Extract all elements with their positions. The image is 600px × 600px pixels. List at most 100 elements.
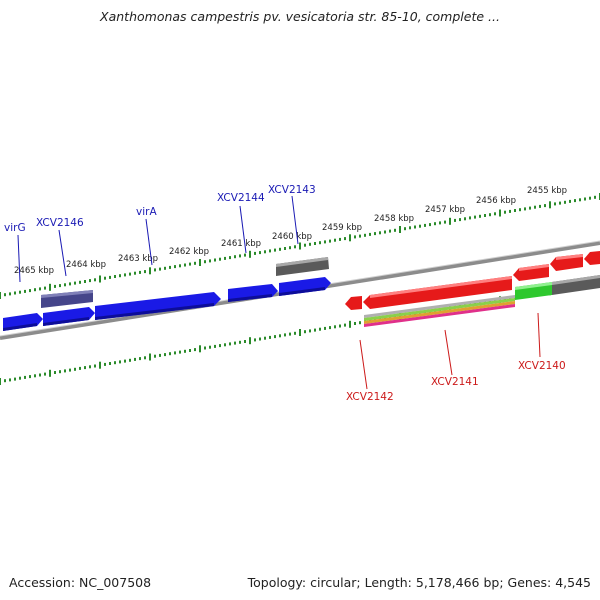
lower-minor-tick <box>144 356 146 360</box>
upper-minor-tick <box>314 242 316 245</box>
gene-label-virA[interactable]: virA <box>136 206 157 218</box>
upper-minor-tick <box>369 232 371 236</box>
upper-minor-tick <box>424 223 426 227</box>
upper-minor-tick <box>29 289 31 293</box>
upper-minor-tick <box>409 226 411 230</box>
upper-minor-tick <box>19 290 21 294</box>
gene-virG-arrow[interactable] <box>3 313 43 331</box>
lower-minor-tick <box>119 360 121 364</box>
gene-label-XCV2143[interactable]: XCV2143 <box>268 184 316 196</box>
lower-minor-tick <box>354 322 356 325</box>
upper-minor-tick <box>264 250 266 254</box>
upper-minor-tick <box>94 278 96 282</box>
tick-label-2464: 2464 kbp <box>66 260 106 270</box>
upper-minor-tick <box>494 212 496 216</box>
gene-XCV2146-arrow[interactable] <box>43 307 95 326</box>
gene-XCV2140-green-arrow[interactable] <box>515 282 552 300</box>
upper-minor-tick <box>84 280 86 283</box>
gene-red-arrow-2[interactable] <box>513 264 549 281</box>
gene-red-arrow-4[interactable] <box>584 251 600 265</box>
lower-minor-tick <box>209 345 211 349</box>
lower-minor-tick <box>59 370 61 374</box>
gene-grey-arrow-right[interactable] <box>552 275 600 295</box>
upper-minor-tick <box>119 274 121 278</box>
upper-minor-tick <box>289 246 291 250</box>
upper-minor-tick <box>594 195 596 199</box>
upper-major-tick <box>399 226 401 233</box>
upper-minor-tick <box>459 218 461 222</box>
gene-small-red-arrow[interactable] <box>345 296 362 310</box>
upper-minor-tick <box>229 256 231 260</box>
upper-minor-tick <box>124 273 126 277</box>
lower-minor-tick <box>74 367 76 371</box>
lower-minor-tick <box>254 338 256 342</box>
reverse-strand-genes <box>345 251 600 327</box>
gene-label-XCV2142[interactable]: XCV2142 <box>346 391 394 403</box>
gene-red-arrow-3[interactable] <box>550 254 583 271</box>
lower-minor-tick <box>289 332 291 336</box>
upper-minor-tick <box>374 232 376 236</box>
gene-label-XCV2141[interactable]: XCV2141 <box>431 376 479 388</box>
tick-label-2456: 2456 kbp <box>476 196 516 206</box>
upper-minor-tick <box>509 209 511 213</box>
gene-XCV2141-bands[interactable] <box>364 295 515 327</box>
lower-minor-tick <box>179 350 181 354</box>
upper-minor-tick <box>344 237 346 241</box>
upper-minor-tick <box>74 281 76 285</box>
upper-minor-tick <box>429 223 431 227</box>
lower-minor-tick <box>29 375 31 379</box>
upper-tick-track <box>0 193 600 299</box>
upper-minor-tick <box>434 222 436 226</box>
lower-minor-tick <box>79 366 81 370</box>
gene-XCV2143-arrow[interactable] <box>279 277 331 296</box>
tick-label-2457: 2457 kbp <box>425 205 465 215</box>
upper-minor-tick <box>254 251 256 255</box>
lower-minor-tick <box>284 333 286 337</box>
gene-purple-arrow[interactable] <box>41 290 93 308</box>
upper-minor-tick <box>164 266 166 270</box>
upper-minor-tick <box>534 205 536 209</box>
lower-minor-tick <box>94 364 96 368</box>
lower-minor-tick <box>54 371 56 374</box>
tick-label-2459: 2459 kbp <box>322 223 362 233</box>
gene-XCV2142-arrow[interactable] <box>363 276 512 309</box>
lower-major-tick <box>99 361 101 369</box>
tick-label-2455: 2455 kbp <box>527 186 567 196</box>
gene-XCV2144-arrow[interactable] <box>228 284 278 302</box>
lower-minor-tick <box>194 348 196 352</box>
tick-label-2462: 2462 kbp <box>169 247 209 257</box>
upper-minor-tick <box>439 221 441 225</box>
lower-minor-tick <box>229 342 231 346</box>
upper-minor-tick <box>474 215 476 219</box>
upper-minor-tick <box>324 240 326 244</box>
upper-major-tick <box>49 283 51 291</box>
gene-virA-arrow[interactable] <box>95 292 221 320</box>
upper-minor-tick <box>484 214 486 217</box>
upper-minor-tick <box>309 242 311 246</box>
tick-label-2458: 2458 kbp <box>374 214 414 224</box>
lower-minor-tick <box>309 329 311 333</box>
upper-minor-tick <box>384 230 386 234</box>
lower-minor-tick <box>114 361 116 365</box>
gene-grey-arrow[interactable] <box>276 257 329 276</box>
upper-minor-tick <box>9 292 11 296</box>
upper-minor-tick <box>294 245 296 249</box>
upper-minor-tick <box>209 259 211 263</box>
lower-minor-tick <box>319 327 321 331</box>
lower-minor-tick <box>344 323 346 327</box>
scale-tick-labels: 2465 kbp 2464 kbp 2463 kbp 2462 kbp 2461… <box>14 186 567 276</box>
gene-label-XCV2140[interactable]: XCV2140 <box>518 360 566 372</box>
lower-minor-tick <box>274 335 276 339</box>
lower-minor-tick <box>174 351 176 355</box>
upper-minor-tick <box>109 275 111 279</box>
upper-minor-tick <box>214 258 216 262</box>
gene-label-virG[interactable]: virG <box>4 222 26 234</box>
lower-minor-tick <box>69 368 71 372</box>
upper-minor-tick <box>39 287 41 291</box>
upper-minor-tick <box>59 284 61 288</box>
upper-minor-tick <box>479 214 481 218</box>
gene-label-XCV2146[interactable]: XCV2146 <box>36 217 84 229</box>
upper-minor-tick <box>574 199 576 203</box>
gene-label-XCV2144[interactable]: XCV2144 <box>217 192 265 204</box>
